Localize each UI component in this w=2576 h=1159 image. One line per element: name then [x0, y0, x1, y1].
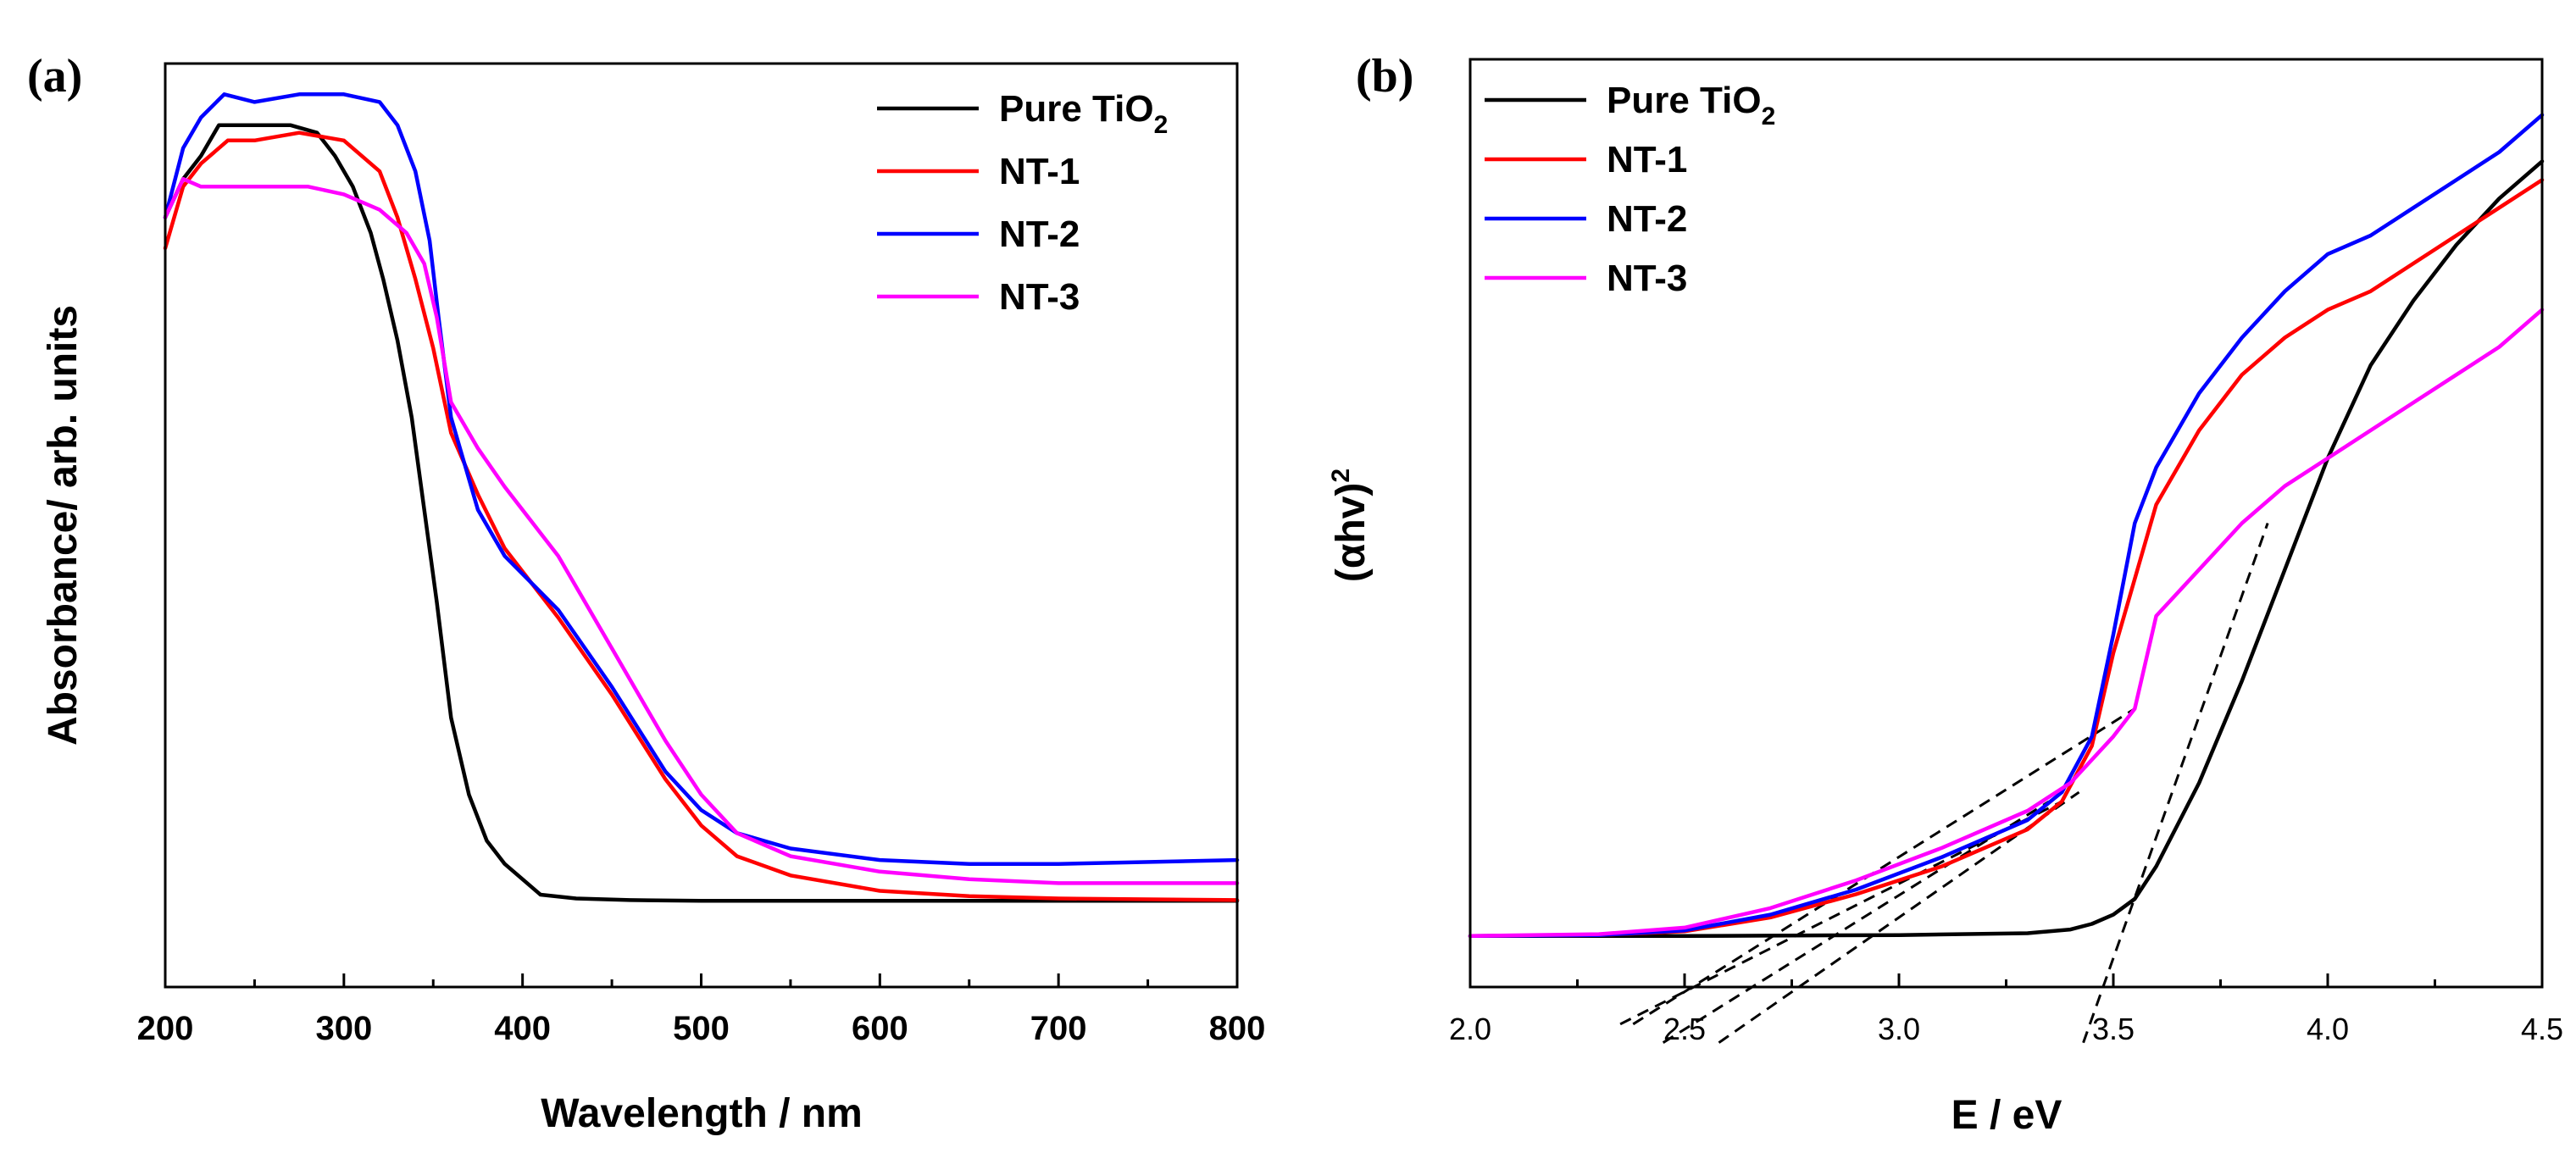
panel-a-x-tick-label: 500 [673, 1010, 730, 1047]
panel-a-absorbance-chart: (a) 200 300 400 500 600 700 800 Wavelength / n… [27, 50, 1265, 1136]
panel-a-legend-label-1: Pure TiO2 [999, 88, 1168, 139]
panel-a-legend-label-2: NT-1 [999, 151, 1080, 192]
panel-b-x-tick-label: 2.0 [1449, 1012, 1491, 1046]
panel-b-x-ticks: 2.0 2.5 3.0 3.5 4.0 4.5 [1449, 973, 2563, 1046]
panel-a-x-ticks: 200 300 400 500 600 700 800 [137, 973, 1266, 1047]
panel-a-series-line-4 [163, 176, 1240, 885]
panel-a-x-tick-label: 600 [852, 1010, 908, 1047]
panel-b-tangent-line-1 [1718, 790, 2080, 1044]
panel-b-label: (b) [1356, 50, 1413, 103]
panel-a-legend: Pure TiO2 NT-1 NT-2 NT-3 [877, 88, 1168, 318]
panel-b-y-axis-title: (αhv)2 [1327, 469, 1374, 582]
panel-b-y-axis-title-main: (αhv) [1329, 483, 1374, 583]
panel-a-x-tick-label: 700 [1030, 1010, 1087, 1047]
panel-b-tauc-plot: (b) 2.0 2.5 3.0 3.5 4.0 4.5 E / eV (αhv)2 Pur… [1327, 50, 2563, 1138]
panel-b-x-tick-label: 3.5 [2092, 1012, 2135, 1046]
panel-b-tangent-line-5 [2082, 522, 2269, 1044]
panel-b-series-line-1 [1468, 159, 2545, 939]
panel-a-plot-frame [164, 62, 1239, 989]
panel-b-series-line-3 [1468, 113, 2545, 939]
panel-b-legend-label-1: Pure TiO2 [1607, 80, 1775, 130]
panel-b-series-line-4 [1468, 308, 2545, 939]
panel-a-legend-label-3: NT-2 [999, 214, 1080, 255]
panel-a-x-axis-title: Wavelength / nm [541, 1091, 863, 1136]
panel-b-tangent-line-4 [1632, 707, 2136, 1026]
panel-b-x-tick-label: 4.0 [2307, 1012, 2349, 1046]
panel-a-x-tick-label: 200 [137, 1010, 194, 1047]
panel-a-legend-label-4: NT-3 [999, 276, 1080, 318]
panel-a-x-tick-label: 800 [1209, 1010, 1266, 1047]
panel-b-legend-label-3: NT-2 [1607, 198, 1687, 240]
panel-a-series-line-1 [163, 123, 1240, 903]
panel-a-x-tick-label: 400 [494, 1010, 551, 1047]
panel-b-legend-label-4: NT-3 [1607, 258, 1687, 299]
panel-b-tangent-line-3 [1662, 800, 2050, 1044]
panel-a-label: (a) [27, 50, 82, 103]
panel-b-x-tick-label: 3.0 [1878, 1012, 1920, 1046]
panel-a-y-axis-title: Absorbance/ arb. units [41, 305, 86, 746]
panel-b-legend: Pure TiO2 NT-1 NT-2 NT-3 [1485, 80, 1775, 299]
panel-b-y-axis-title-sup: 2 [1327, 469, 1355, 483]
panel-b-series-lines [1468, 113, 2545, 939]
panel-b-x-tick-label: 4.5 [2521, 1012, 2563, 1046]
panel-a-series-line-3 [163, 92, 1240, 866]
panel-a-x-tick-label: 300 [315, 1010, 372, 1047]
panel-b-x-axis-title: E / eV [1951, 1093, 2062, 1138]
panel-b-legend-label-2: NT-1 [1607, 139, 1687, 180]
panel-b-x-tick-label: 2.5 [1663, 1012, 1706, 1046]
panel-a-series-lines [163, 92, 1240, 903]
panel-b-series-line-2 [1468, 178, 2545, 939]
